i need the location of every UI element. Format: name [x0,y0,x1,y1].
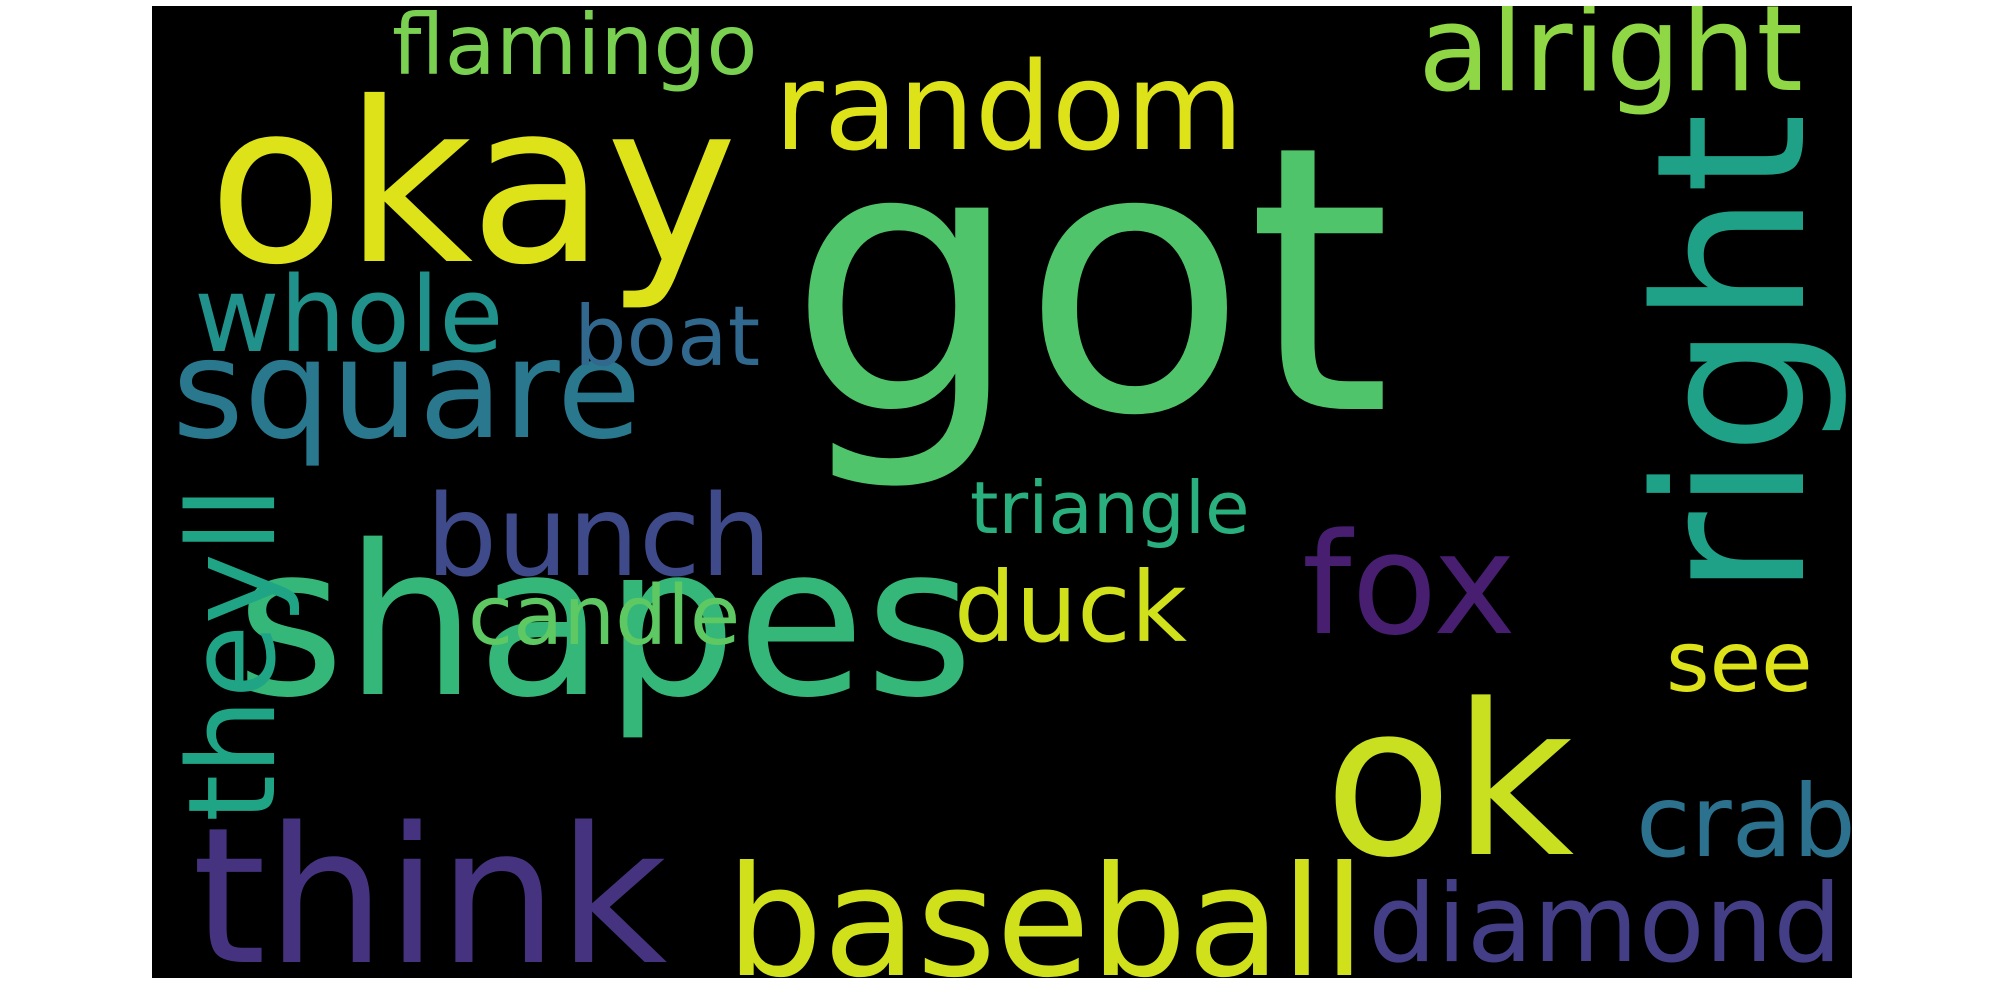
word-shapes: shapes [236,500,974,744]
word-flamingo: flamingo [392,6,758,95]
word-square: square [172,309,642,471]
word-got: got [788,66,1392,496]
word-boat: boat [574,288,761,385]
word-whole: whole [194,253,504,376]
word-cloud: got okay random shapes right square ok t… [152,6,1852,978]
word-right: right [1612,113,1852,597]
word-triangle: triangle [970,466,1250,551]
word-diamond: diamond [1368,860,1842,978]
word-theyll: theyll [162,486,303,822]
word-bunch: bunch [426,472,772,602]
word-okay: okay [208,53,738,314]
word-random: random [774,37,1244,179]
word-baseball: baseball [726,834,1366,978]
word-duck: duck [954,551,1188,665]
word-think: think [192,786,668,978]
word-fox: fox [1302,503,1517,667]
word-crab: crab [1636,765,1852,881]
word-see: see [1666,613,1813,712]
word-ok: ok [1324,658,1575,904]
word-alright: alright [1418,6,1803,119]
word-candle: candle [468,569,741,665]
